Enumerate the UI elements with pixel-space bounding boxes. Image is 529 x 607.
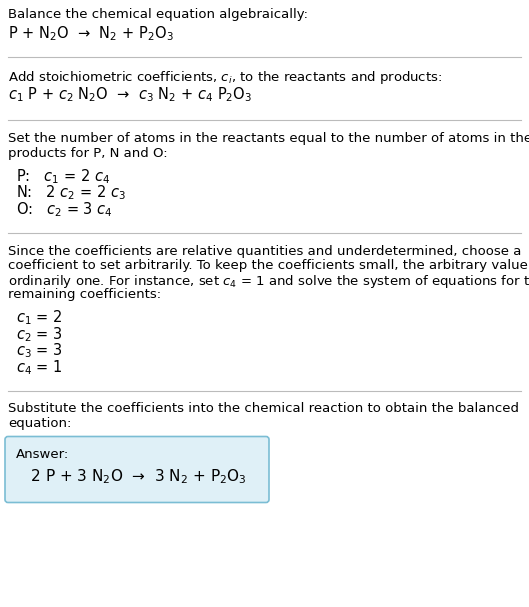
Text: P + N$_2$O  →  N$_2$ + P$_2$O$_3$: P + N$_2$O → N$_2$ + P$_2$O$_3$: [8, 24, 174, 43]
Text: equation:: equation:: [8, 417, 71, 430]
Text: N:   2 $c_2$ = 2 $c_3$: N: 2 $c_2$ = 2 $c_3$: [16, 183, 126, 202]
Text: $c_3$ = 3: $c_3$ = 3: [16, 342, 62, 360]
Text: P:   $c_1$ = 2 $c_4$: P: $c_1$ = 2 $c_4$: [16, 167, 110, 186]
Text: 2 P + 3 N$_2$O  →  3 N$_2$ + P$_2$O$_3$: 2 P + 3 N$_2$O → 3 N$_2$ + P$_2$O$_3$: [16, 467, 247, 486]
Text: $c_1$ P + $c_2$ N$_2$O  →  $c_3$ N$_2$ + $c_4$ P$_2$O$_3$: $c_1$ P + $c_2$ N$_2$O → $c_3$ N$_2$ + $…: [8, 86, 252, 104]
Text: ordinarily one. For instance, set $c_4$ = 1 and solve the system of equations fo: ordinarily one. For instance, set $c_4$ …: [8, 274, 529, 291]
Text: O:   $c_2$ = 3 $c_4$: O: $c_2$ = 3 $c_4$: [16, 200, 113, 219]
Text: $c_4$ = 1: $c_4$ = 1: [16, 358, 62, 377]
Text: Since the coefficients are relative quantities and underdetermined, choose a: Since the coefficients are relative quan…: [8, 245, 522, 257]
Text: coefficient to set arbitrarily. To keep the coefficients small, the arbitrary va: coefficient to set arbitrarily. To keep …: [8, 259, 529, 272]
Text: Answer:: Answer:: [16, 447, 69, 461]
Text: Balance the chemical equation algebraically:: Balance the chemical equation algebraica…: [8, 8, 308, 21]
Text: Set the number of atoms in the reactants equal to the number of atoms in the: Set the number of atoms in the reactants…: [8, 132, 529, 145]
FancyBboxPatch shape: [5, 436, 269, 503]
Text: products for P, N and O:: products for P, N and O:: [8, 146, 168, 160]
Text: remaining coefficients:: remaining coefficients:: [8, 288, 161, 301]
Text: Substitute the coefficients into the chemical reaction to obtain the balanced: Substitute the coefficients into the che…: [8, 402, 519, 416]
Text: $c_1$ = 2: $c_1$ = 2: [16, 308, 62, 327]
Text: Add stoichiometric coefficients, $c_i$, to the reactants and products:: Add stoichiometric coefficients, $c_i$, …: [8, 69, 442, 86]
Text: $c_2$ = 3: $c_2$ = 3: [16, 325, 62, 344]
